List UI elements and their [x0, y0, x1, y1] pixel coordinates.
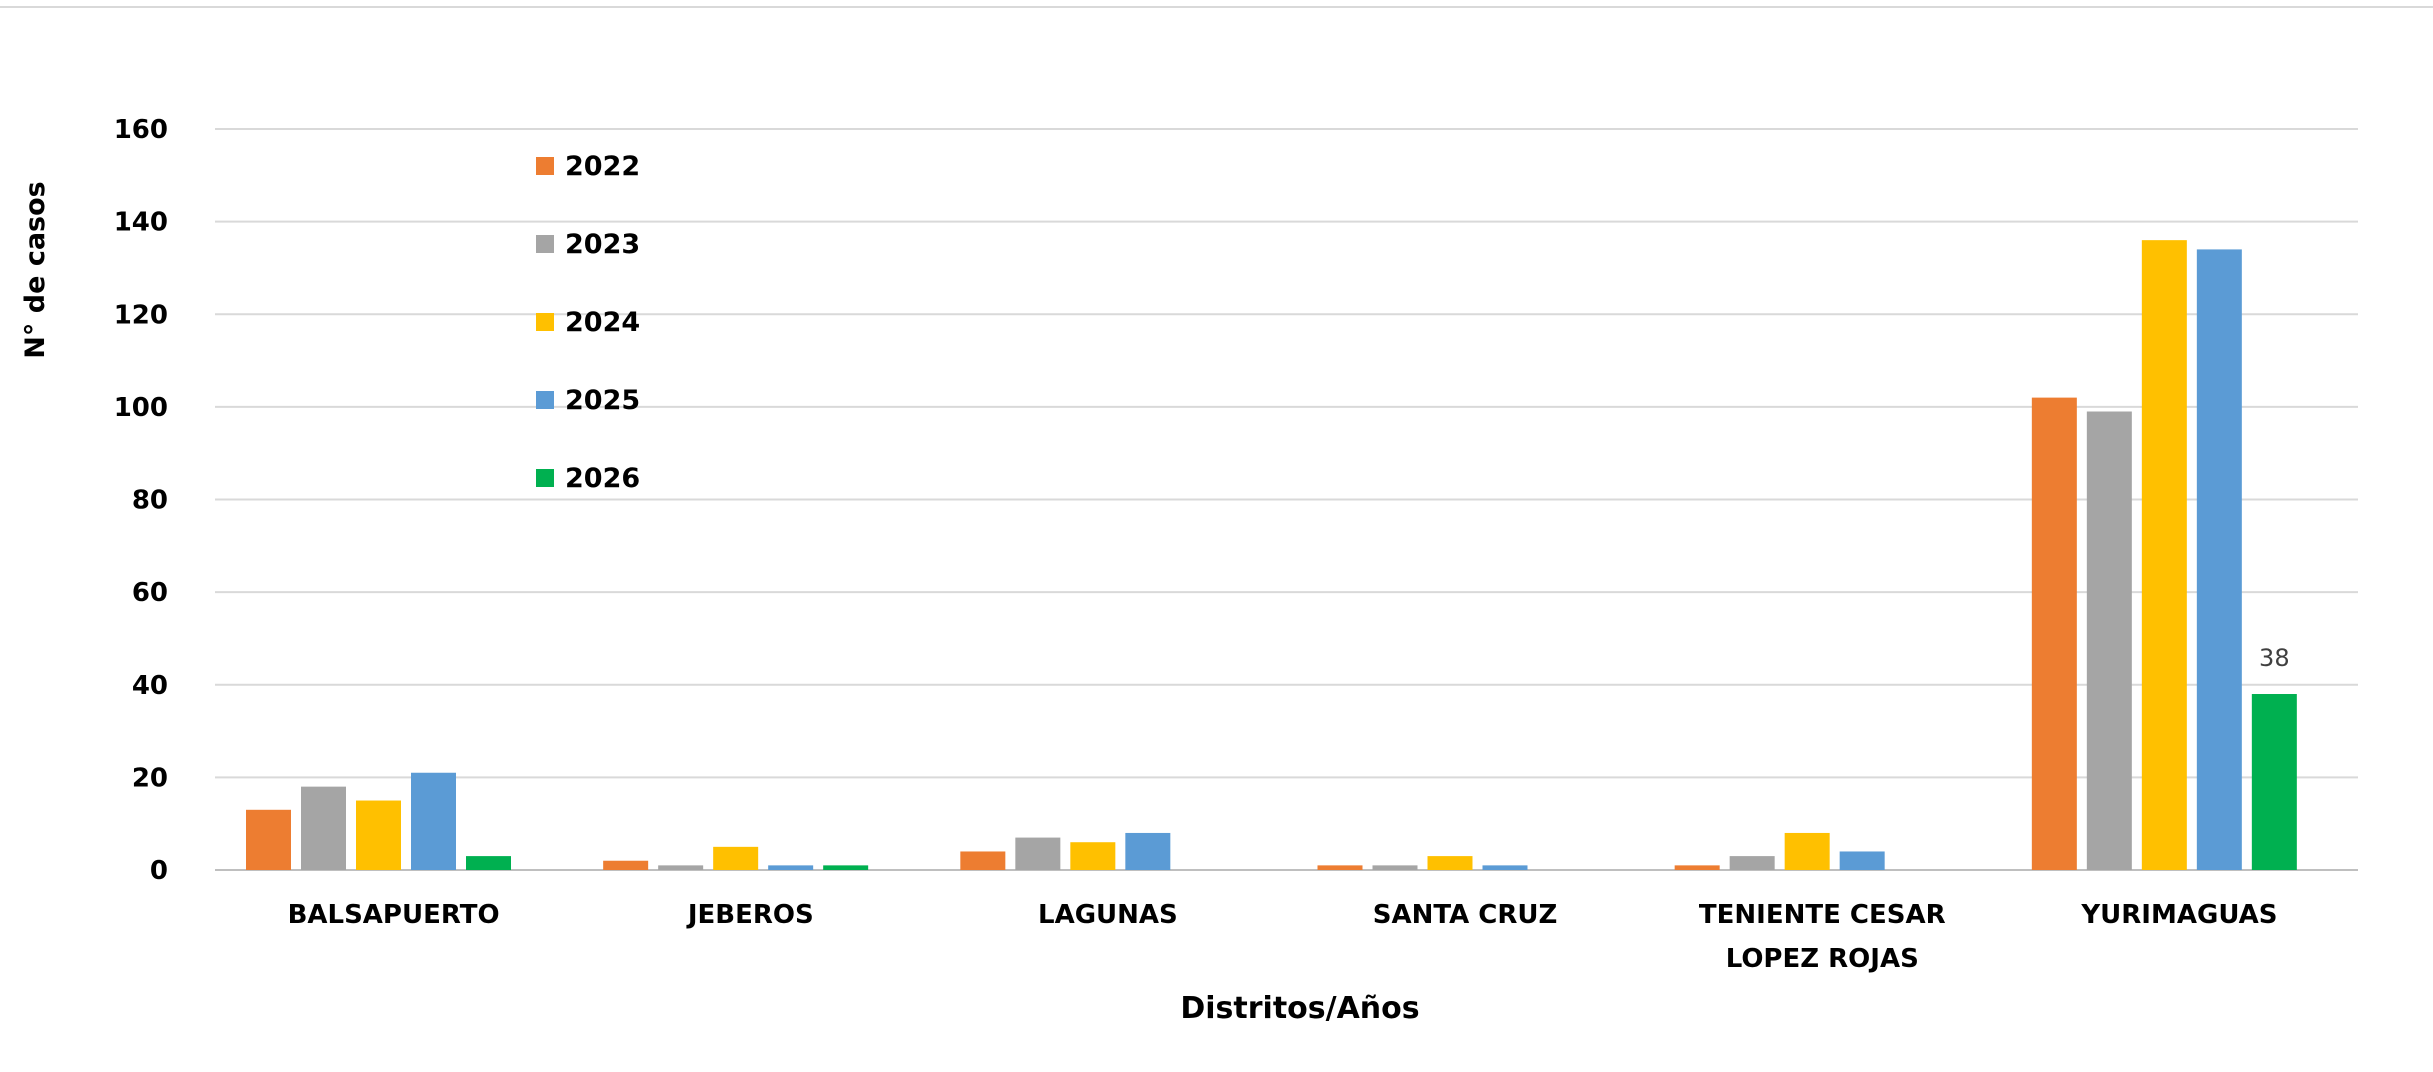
bar-2025-0	[411, 772, 456, 870]
bar-2022-0	[246, 809, 291, 870]
legend-label: 2026	[565, 463, 640, 494]
legend-swatch-2026	[536, 469, 554, 487]
bar-2024-1	[713, 846, 759, 870]
y-tick-label: 100	[114, 393, 168, 423]
legend-swatch-2023	[536, 235, 554, 253]
bar-2023-5	[2086, 411, 2132, 870]
y-tick-label: 160	[114, 115, 168, 145]
top-border-line	[0, 6, 2433, 8]
y-tick-label: 0	[150, 856, 168, 886]
bar-2024-3	[1427, 856, 1473, 870]
bar-2026-1	[823, 865, 869, 870]
y-tick-label: 80	[132, 486, 168, 516]
x-tick-label: BALSAPUERTO	[288, 900, 500, 930]
x-tick-label: SANTA CRUZ	[1373, 900, 1558, 930]
bar-2024-5	[2141, 240, 2187, 870]
y-tick-label: 20	[132, 763, 168, 793]
x-tick-label: JEBEROS	[686, 900, 814, 930]
bar-2026-0	[466, 856, 511, 870]
bar-2025-4	[1839, 851, 1885, 870]
y-tick-label: 120	[114, 300, 168, 330]
x-tick-label: LAGUNAS	[1038, 900, 1178, 930]
y-tick-label: 140	[114, 208, 168, 238]
bar-2025-2	[1125, 832, 1171, 870]
bar-2024-0	[356, 800, 401, 870]
x-tick-label: LOPEZ ROJAS	[1726, 944, 1919, 974]
x-tick-label: TENIENTE CESAR	[1699, 900, 1946, 930]
bar-2025-3	[1482, 865, 1528, 870]
legend-label: 2022	[565, 151, 640, 182]
legend-label: 2023	[565, 229, 640, 260]
legend-label: 2024	[565, 307, 640, 338]
bar-2024-2	[1070, 842, 1116, 870]
bar-2023-2	[1015, 837, 1061, 870]
bar-2024-4	[1784, 832, 1830, 870]
bar-2022-2	[960, 851, 1006, 870]
bar-2023-0	[301, 786, 346, 870]
legend-swatch-2024	[536, 313, 554, 331]
y-tick-label: 60	[132, 578, 168, 608]
bar-2025-1	[768, 865, 814, 870]
x-axis-title: Distritos/Años	[1180, 991, 1419, 1026]
bar-2022-5	[2031, 397, 2077, 870]
legend-label: 2025	[565, 385, 640, 416]
bar-2025-5	[2196, 249, 2242, 871]
bar-2023-3	[1372, 865, 1418, 870]
y-axis-title: N° de casos	[20, 181, 51, 358]
legend-swatch-2022	[536, 157, 554, 175]
bar-2023-4	[1729, 856, 1775, 870]
x-tick-label: YURIMAGUAS	[2080, 900, 2277, 930]
bar-2022-3	[1317, 865, 1363, 870]
bar-2023-1	[658, 865, 704, 870]
bar-2022-1	[603, 860, 649, 870]
bar-2026-5	[2251, 694, 2297, 870]
legend-swatch-2025	[536, 391, 554, 409]
bar-2022-4	[1674, 865, 1720, 870]
data-label: 38	[2259, 644, 2290, 672]
y-tick-label: 40	[132, 671, 168, 701]
